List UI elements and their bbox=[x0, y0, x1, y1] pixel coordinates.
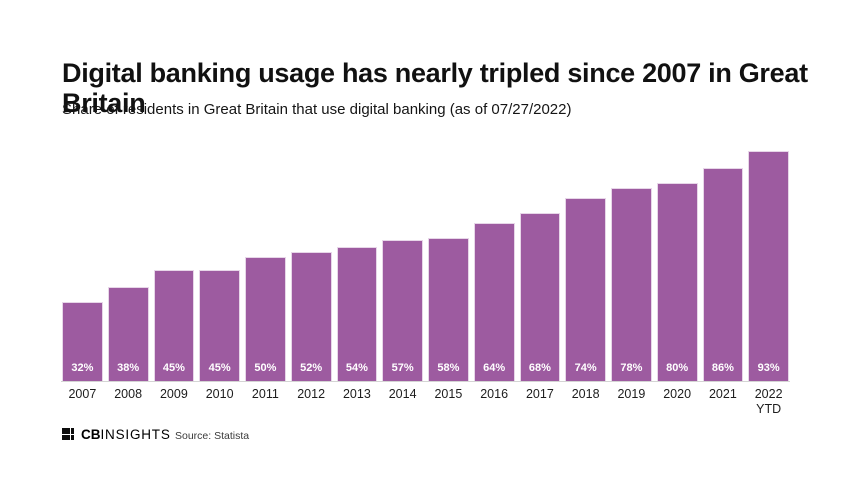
x-tick-label: 2009 bbox=[159, 387, 188, 401]
bar-value-label: 78% bbox=[620, 362, 643, 374]
bar: 74% bbox=[565, 198, 606, 381]
x-tick-label: 2022 YTD bbox=[754, 387, 783, 416]
bar-value-label: 45% bbox=[208, 362, 231, 374]
x-tick-label: 2008 bbox=[114, 387, 143, 401]
bar: 57% bbox=[382, 240, 423, 381]
x-tick-label: 2011 bbox=[251, 387, 279, 401]
bar: 45% bbox=[199, 269, 240, 381]
bar-value-label: 93% bbox=[757, 362, 780, 374]
page-subtitle: Share of residents in Great Britain that… bbox=[62, 101, 572, 118]
bar: 68% bbox=[519, 212, 561, 381]
bar-value-label: 38% bbox=[117, 362, 140, 374]
bar: 86% bbox=[702, 168, 744, 381]
bar-value-label: 32% bbox=[71, 362, 94, 374]
bar-value-label: 52% bbox=[300, 362, 323, 374]
x-axis-line bbox=[61, 381, 790, 382]
bar-value-label: 58% bbox=[437, 362, 460, 374]
x-tick-label: 2012 bbox=[297, 387, 326, 401]
bar: 54% bbox=[336, 247, 378, 381]
bar: 38% bbox=[107, 287, 149, 381]
bar-value-label: 68% bbox=[528, 362, 551, 374]
bar: 45% bbox=[153, 269, 195, 381]
bar-value-label: 45% bbox=[162, 362, 185, 374]
x-tick-label: 2014 bbox=[388, 387, 417, 401]
bar-value-label: 86% bbox=[711, 362, 734, 374]
x-tick-label: 2010 bbox=[205, 387, 234, 401]
page-title: Digital banking usage has nearly tripled… bbox=[62, 58, 808, 118]
x-tick-label: 2007 bbox=[68, 387, 97, 401]
bar-value-label: 50% bbox=[254, 362, 277, 374]
x-tick-label: 2013 bbox=[342, 387, 371, 401]
cbinsights-logo: CBINSIGHTS bbox=[62, 427, 171, 442]
bar: 93% bbox=[748, 151, 789, 381]
x-tick-label: 2017 bbox=[525, 387, 554, 401]
bar: 50% bbox=[245, 257, 286, 381]
x-tick-label: 2021 bbox=[708, 387, 737, 401]
bar-value-label: 57% bbox=[391, 362, 414, 374]
bar-value-label: 54% bbox=[345, 362, 368, 374]
x-tick-label: 2019 bbox=[617, 387, 646, 401]
x-tick-label: 2020 bbox=[663, 387, 692, 401]
bar: 78% bbox=[611, 188, 652, 381]
bar: 52% bbox=[290, 252, 332, 381]
x-axis-ticks: 2007 2008 2009 2010 2011 2012 2013 2014 2015 2016… bbox=[62, 387, 789, 417]
x-tick-label: 2015 bbox=[434, 387, 463, 401]
cbinsights-logo-icon bbox=[62, 428, 76, 441]
x-tick-label: 2018 bbox=[571, 387, 600, 401]
bar: 58% bbox=[428, 237, 469, 381]
bar-chart: 32% 38% 45% 45% 50% 52% 54% 57% 58% 64% 68% 74% 78% 8… bbox=[62, 151, 789, 381]
x-tick-label: 2016 bbox=[480, 387, 509, 401]
bar: 64% bbox=[473, 222, 515, 381]
bar-value-label: 74% bbox=[574, 362, 597, 374]
bar-value-label: 64% bbox=[483, 362, 506, 374]
cbinsights-logo-text: CBINSIGHTS bbox=[81, 427, 171, 442]
source-text: Source: Statista bbox=[175, 430, 250, 442]
bars: 32% 38% 45% 45% 50% 52% 54% 57% 58% 64% 68% 74% 78% 8… bbox=[62, 151, 789, 381]
bar-value-label: 80% bbox=[666, 362, 689, 374]
bar: 32% bbox=[62, 301, 103, 381]
bar: 80% bbox=[656, 183, 698, 381]
